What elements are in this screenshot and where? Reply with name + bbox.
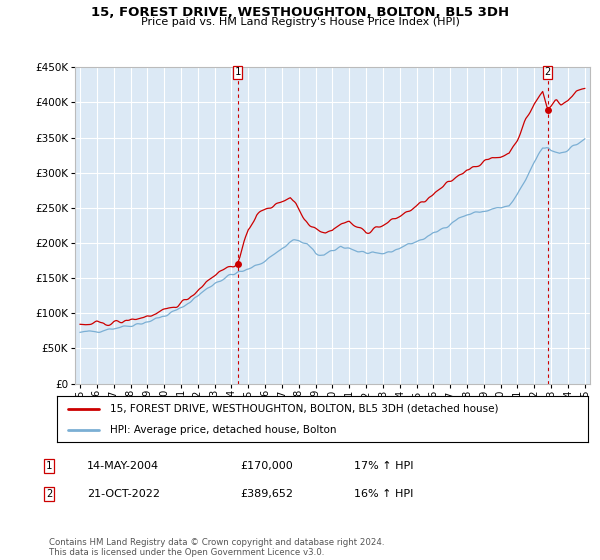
Text: 14-MAY-2004: 14-MAY-2004 [87,461,159,471]
Text: 17% ↑ HPI: 17% ↑ HPI [354,461,413,471]
Text: £389,652: £389,652 [240,489,293,499]
Text: 1: 1 [235,67,241,77]
Text: Price paid vs. HM Land Registry's House Price Index (HPI): Price paid vs. HM Land Registry's House … [140,17,460,27]
Text: HPI: Average price, detached house, Bolton: HPI: Average price, detached house, Bolt… [110,425,337,435]
Text: 2: 2 [46,489,52,499]
Text: 15, FOREST DRIVE, WESTHOUGHTON, BOLTON, BL5 3DH: 15, FOREST DRIVE, WESTHOUGHTON, BOLTON, … [91,6,509,18]
Text: 16% ↑ HPI: 16% ↑ HPI [354,489,413,499]
Text: 2: 2 [544,67,551,77]
Text: 15, FOREST DRIVE, WESTHOUGHTON, BOLTON, BL5 3DH (detached house): 15, FOREST DRIVE, WESTHOUGHTON, BOLTON, … [110,404,499,414]
Text: 1: 1 [46,461,52,471]
Text: £170,000: £170,000 [240,461,293,471]
Text: 21-OCT-2022: 21-OCT-2022 [87,489,160,499]
Text: Contains HM Land Registry data © Crown copyright and database right 2024.
This d: Contains HM Land Registry data © Crown c… [49,538,385,557]
